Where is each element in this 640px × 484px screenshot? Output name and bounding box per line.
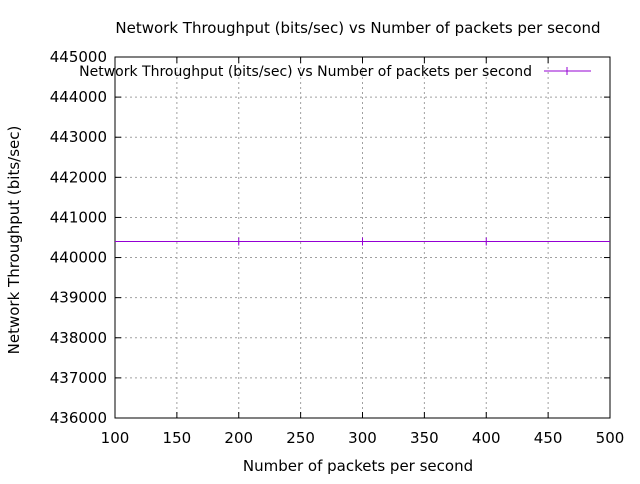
x-tick-label: 300 <box>348 429 377 447</box>
y-tick-label: 436000 <box>50 409 107 427</box>
legend-label: Network Throughput (bits/sec) vs Number … <box>79 64 532 80</box>
y-tick-label: 445000 <box>50 48 107 66</box>
x-tick-label: 100 <box>101 429 130 447</box>
x-tick-label: 400 <box>472 429 501 447</box>
y-tick-label: 443000 <box>50 128 107 146</box>
x-tick-label: 250 <box>286 429 315 447</box>
series-layer <box>115 237 610 246</box>
grid-lines <box>115 57 610 418</box>
y-tick-label: 437000 <box>50 369 107 387</box>
x-tick-label: 200 <box>224 429 253 447</box>
chart-title: Network Throughput (bits/sec) vs Number … <box>115 19 600 37</box>
axes: 100 150 200 250 300 350 400 450 500 436000 437000 4… <box>50 48 625 447</box>
y-tick-label: 438000 <box>50 329 107 347</box>
legend: Network Throughput (bits/sec) vs Number … <box>79 64 591 80</box>
x-tick-label: 150 <box>163 429 192 447</box>
y-tick-label: 442000 <box>50 168 107 186</box>
x-tick-label: 450 <box>534 429 563 447</box>
y-tick-label: 439000 <box>50 289 107 307</box>
y-tick-label: 440000 <box>50 249 107 267</box>
y-axis-label: Network Throughput (bits/sec) <box>5 126 23 355</box>
y-tick-label: 441000 <box>50 208 107 226</box>
y-tick-label: 444000 <box>50 88 107 106</box>
x-axis-label: Number of packets per second <box>243 457 473 475</box>
x-tick-label: 350 <box>410 429 439 447</box>
x-tick-label: 500 <box>596 429 625 447</box>
